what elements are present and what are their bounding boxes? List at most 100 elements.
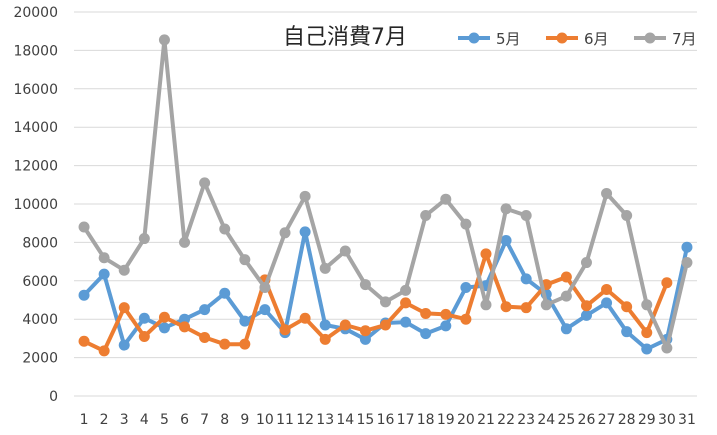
data-point: [540, 299, 552, 311]
legend-label: 7月: [672, 30, 697, 48]
x-tick-label: 27: [598, 412, 616, 428]
data-point: [460, 313, 472, 325]
data-point: [158, 311, 170, 323]
data-point: [78, 335, 90, 347]
x-tick-label: 7: [200, 412, 209, 428]
data-point: [319, 333, 331, 345]
y-tick-label: 12000: [13, 159, 58, 175]
data-point: [520, 273, 532, 285]
y-tick-label: 18000: [13, 43, 58, 59]
x-tick-label: 15: [356, 412, 374, 428]
x-tick-label: 5: [160, 412, 169, 428]
data-point: [179, 236, 191, 248]
x-tick-label: 9: [240, 412, 249, 428]
data-point: [500, 301, 512, 313]
legend: 5月 6月 7月: [458, 30, 697, 48]
data-point: [560, 271, 572, 283]
data-point: [480, 248, 492, 260]
x-tick-label: 19: [437, 412, 455, 428]
data-point: [641, 327, 653, 339]
data-point: [560, 323, 572, 335]
data-point: [199, 331, 211, 343]
data-point: [661, 277, 673, 289]
legend-item: 6月: [546, 30, 609, 48]
data-point: [621, 301, 633, 313]
data-point: [580, 300, 592, 312]
data-point: [661, 342, 673, 354]
x-axis-tick-labels: 1 2 3 4 5 6 7 8 9 10 11 12 13 14 15 16 17 18 19 20 21 22 23 24 2…: [80, 412, 696, 428]
data-point: [400, 297, 412, 309]
x-tick-label: 17: [397, 412, 415, 428]
data-point: [279, 324, 291, 336]
x-tick-label: 1: [80, 412, 89, 428]
x-tick-label: 26: [578, 412, 596, 428]
data-point: [239, 315, 251, 327]
data-point: [520, 210, 532, 222]
legend-swatch-marker: [644, 32, 656, 44]
x-tick-label: 4: [140, 412, 149, 428]
data-point: [299, 226, 311, 238]
data-point: [98, 268, 110, 280]
x-tick-label: 20: [457, 412, 475, 428]
y-tick-label: 16000: [13, 82, 58, 98]
data-point: [219, 223, 231, 235]
data-point: [500, 203, 512, 215]
chart-title: 自己消費7月: [283, 25, 407, 50]
data-point: [681, 257, 693, 269]
y-tick-label: 6000: [22, 274, 58, 290]
data-point: [339, 319, 351, 331]
data-point: [621, 210, 633, 222]
data-point: [580, 257, 592, 269]
x-tick-label: 3: [120, 412, 129, 428]
series-group: [78, 34, 693, 354]
data-point: [601, 297, 613, 309]
data-point: [78, 289, 90, 301]
data-point: [219, 287, 231, 299]
x-tick-label: 11: [276, 412, 294, 428]
y-tick-label: 0: [49, 389, 58, 405]
legend-swatch-marker: [468, 32, 480, 44]
legend-swatch-marker: [556, 32, 568, 44]
data-point: [601, 187, 613, 199]
y-tick-label: 8000: [22, 235, 58, 251]
y-tick-label: 10000: [13, 197, 58, 213]
x-tick-label: 23: [517, 412, 535, 428]
data-point: [460, 282, 472, 294]
data-point: [138, 330, 150, 342]
x-tick-label: 30: [658, 412, 676, 428]
legend-label: 6月: [584, 30, 609, 48]
data-point: [420, 328, 432, 340]
data-point: [239, 338, 251, 350]
x-tick-label: 6: [180, 412, 189, 428]
data-point: [500, 234, 512, 246]
data-point: [440, 320, 452, 332]
data-point: [580, 309, 592, 321]
data-point: [118, 339, 130, 351]
data-point: [118, 302, 130, 314]
x-tick-label: 2: [100, 412, 109, 428]
data-point: [319, 262, 331, 274]
data-point: [98, 345, 110, 357]
y-tick-label: 20000: [13, 5, 58, 21]
data-point: [359, 333, 371, 345]
data-point: [440, 193, 452, 205]
data-point: [259, 304, 271, 316]
data-point: [179, 313, 191, 325]
data-point: [400, 316, 412, 328]
data-point: [138, 312, 150, 324]
y-tick-label: 2000: [22, 351, 58, 367]
y-axis-tick-labels: 0 2000 4000 6000 8000 10000 12000 14000 16000 180…: [13, 5, 58, 405]
legend-item: 5月: [458, 30, 521, 48]
series-line: [82, 251, 669, 353]
data-point: [681, 241, 693, 253]
data-point: [279, 227, 291, 239]
data-point: [480, 299, 492, 311]
data-point: [420, 210, 432, 222]
legend-item: 7月: [634, 30, 697, 48]
series-line: [82, 229, 689, 351]
data-point: [359, 325, 371, 337]
data-point: [239, 254, 251, 266]
data-point: [440, 308, 452, 320]
